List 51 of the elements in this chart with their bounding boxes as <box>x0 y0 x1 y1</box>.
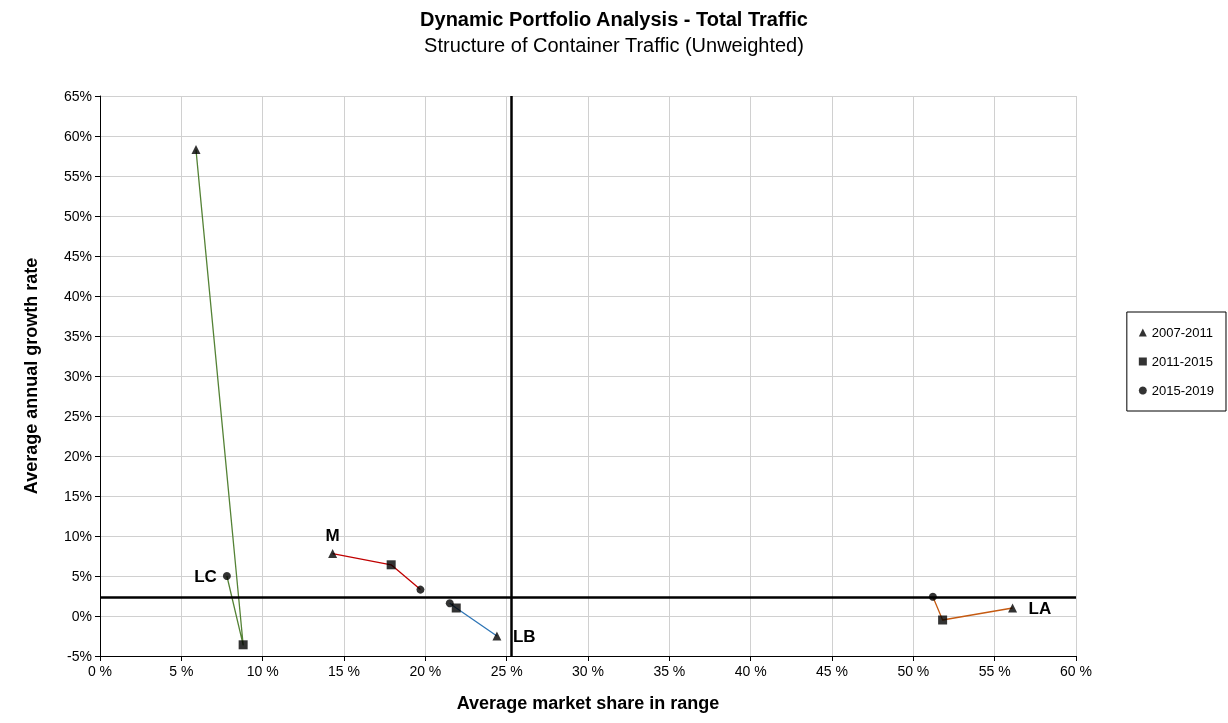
point <box>328 549 338 559</box>
y-tick-label: 30% <box>63 368 92 384</box>
point <box>445 599 454 608</box>
x-tick-label: 35 % <box>653 663 686 679</box>
point <box>928 592 937 601</box>
y-tick-label: -5% <box>67 648 92 664</box>
y-tick-label: 65% <box>63 88 92 104</box>
y-axis-title: Average annual growth rate <box>21 257 41 495</box>
point <box>938 615 948 625</box>
point <box>416 585 425 594</box>
x-tick-label: 10 % <box>246 663 279 679</box>
y-tick-label: 35% <box>63 328 92 344</box>
y-tick-label: 25% <box>63 408 92 424</box>
y-tick-label: 45% <box>63 248 92 264</box>
point <box>222 572 231 580</box>
point <box>451 603 461 613</box>
x-tick-label: 0 % <box>87 663 113 679</box>
series-label: M <box>325 525 340 545</box>
y-tick-label: 15% <box>63 488 92 504</box>
y-tick-label: 10% <box>63 528 92 544</box>
x-tick-label: 60 % <box>1060 663 1092 679</box>
series-label: LB <box>512 626 536 646</box>
x-tick-label: 15 % <box>328 663 360 679</box>
point <box>238 640 248 650</box>
point <box>386 560 396 570</box>
series-label: LC <box>194 566 217 586</box>
x-tick-label: 40 % <box>734 663 767 679</box>
y-tick-label: 55% <box>63 168 92 184</box>
x-tick-label: 50 % <box>897 663 930 679</box>
y-tick-label: 5% <box>71 568 92 584</box>
legend-label: 2011-2015 <box>1151 354 1214 369</box>
x-tick-label: 55 % <box>978 663 1011 679</box>
x-tick-label: 25 % <box>490 663 523 679</box>
y-tick-label: 20% <box>63 448 92 464</box>
y-tick-label: 50% <box>63 208 92 224</box>
x-tick-label: 20 % <box>409 663 442 679</box>
point <box>191 145 201 155</box>
point <box>1008 603 1018 613</box>
chart-subtitle: Structure of Container Traffic (Unweighted) <box>424 34 804 56</box>
x-tick-label: 30 % <box>572 663 604 679</box>
y-tick-label: 60% <box>63 128 92 144</box>
series-label: LA <box>1028 598 1052 618</box>
y-tick-label: 40% <box>63 288 92 304</box>
legend-label: 2007-2011 <box>1151 325 1214 340</box>
chart-title: Dynamic Portfolio Analysis - Total Traffic <box>420 8 808 30</box>
y-tick-label: 0% <box>71 608 92 624</box>
x-tick-label: 5 % <box>169 663 194 679</box>
point <box>492 631 502 641</box>
legend-label: 2015-2019 <box>1151 383 1214 398</box>
x-tick-label: 45 % <box>816 663 848 679</box>
x-axis-title: Average market share in range <box>456 693 720 713</box>
